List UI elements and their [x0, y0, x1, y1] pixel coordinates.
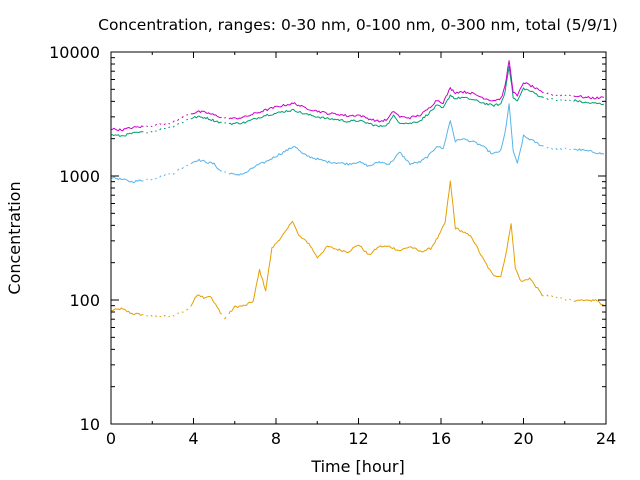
series-line	[110, 180, 605, 320]
y-tick-label: 1000	[59, 167, 100, 186]
x-tick-label: 4	[188, 429, 198, 448]
chart-title: Concentration, ranges: 0-30 nm, 0-100 nm…	[98, 16, 618, 34]
series-layer	[110, 60, 605, 320]
series-1	[110, 103, 605, 183]
y-tick-label: 10000	[49, 43, 100, 62]
x-tick-label: 24	[596, 429, 616, 448]
x-tick-label: 16	[431, 429, 451, 448]
axis-layer: 0 4 8 12 16 20 24 10 100 1000 10000	[49, 43, 616, 448]
y-tick-label: 10	[80, 415, 100, 434]
x-axis-label: Time [hour]	[310, 457, 404, 476]
y-tick-label: 100	[69, 291, 100, 310]
x-tick-label: 0	[106, 429, 116, 448]
x-tick-label: 8	[271, 429, 281, 448]
series-line	[110, 103, 605, 183]
y-axis-label: Concentration	[5, 181, 24, 294]
series-line	[110, 65, 605, 137]
series-0	[110, 180, 605, 320]
series-line	[110, 60, 605, 132]
plot-frame	[110, 51, 607, 425]
series-2	[110, 65, 605, 137]
x-tick-label: 12	[348, 429, 368, 448]
x-tick-label: 20	[513, 429, 533, 448]
series-3	[110, 60, 605, 132]
